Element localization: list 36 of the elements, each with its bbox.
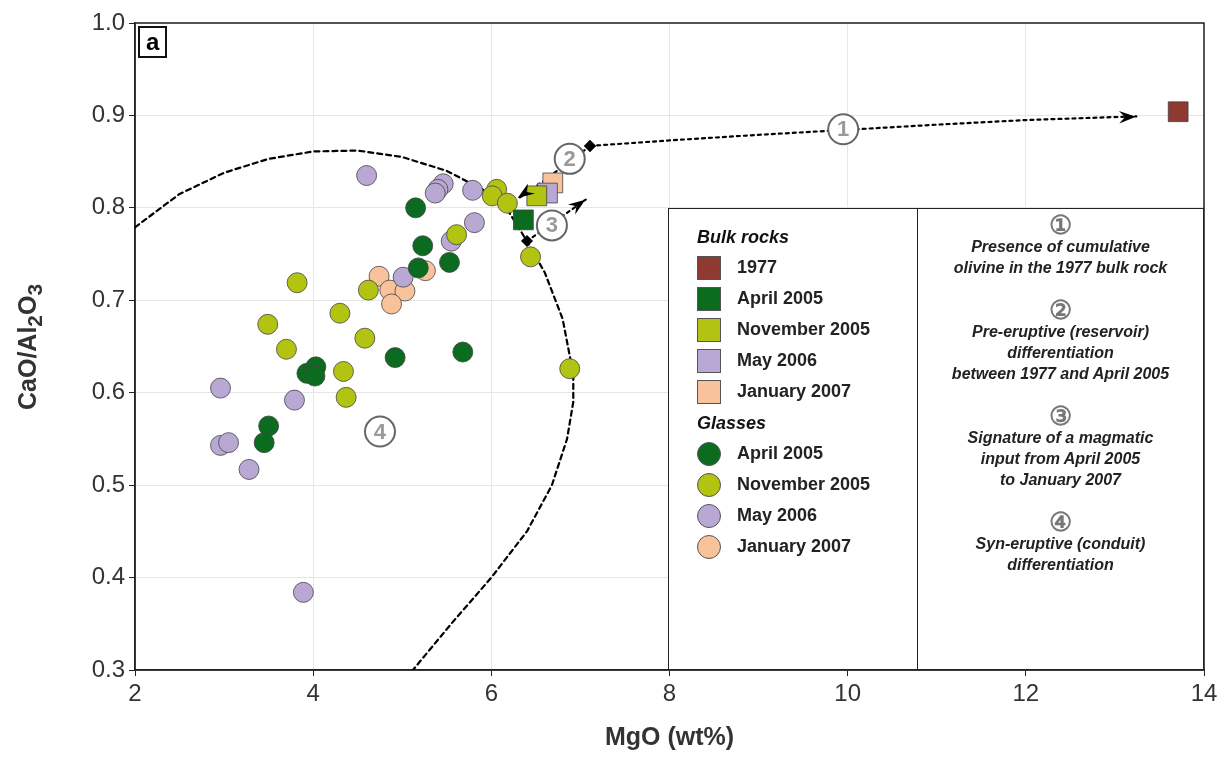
annotation: 2 bbox=[563, 145, 576, 171]
annotation: Glasses bbox=[697, 413, 768, 434]
y-tick-label: 0.8 bbox=[91, 192, 125, 220]
annotation: ④ Syn-eruptive (conduit) differentiation bbox=[974, 507, 1147, 575]
x-tick-label: 12 bbox=[1012, 679, 1040, 707]
legend-label: January 2007 bbox=[737, 536, 852, 557]
x-tick-label: 6 bbox=[484, 679, 499, 707]
annotation: Bulk rocks bbox=[697, 227, 791, 248]
x-tick-label: 2 bbox=[128, 679, 142, 707]
y-tick-label: 1.0 bbox=[91, 7, 125, 35]
y-tick-label: 0.3 bbox=[91, 654, 125, 682]
x-tick-label: 10 bbox=[834, 679, 862, 707]
legend-label: November 2005 bbox=[737, 474, 871, 495]
legend-label: January 2007 bbox=[737, 381, 852, 402]
legend-label: 1977 bbox=[737, 257, 778, 278]
y-tick-label: 0.7 bbox=[91, 284, 125, 312]
annotation: a bbox=[138, 26, 168, 58]
annotation: ③ Signature of a magmatic input from April 2005 to January 2007 bbox=[966, 401, 1155, 490]
legend-label: April 2005 bbox=[737, 288, 824, 309]
y-tick-label: 0.9 bbox=[91, 100, 125, 128]
y-tick-label: 0.5 bbox=[91, 469, 125, 497]
x-axis-title: MgO (wt%) bbox=[603, 722, 736, 751]
legend-label: May 2006 bbox=[737, 350, 818, 371]
legend-label: May 2006 bbox=[737, 505, 818, 526]
x-tick-label: 8 bbox=[662, 679, 677, 707]
x-tick-label: 4 bbox=[306, 679, 320, 707]
y-tick-label: 0.4 bbox=[91, 562, 125, 590]
annotation: 3 bbox=[545, 212, 559, 238]
annotation: 1 bbox=[837, 116, 850, 142]
y-tick-label: 0.6 bbox=[91, 377, 125, 405]
legend-label: November 2005 bbox=[737, 319, 871, 340]
annotation: ② Pre-eruptive (reservoir) differentiation between 1977 and April 2005 bbox=[950, 295, 1171, 384]
annotation: ① Presence of cumulative olivine in the 1977 bulk rock bbox=[952, 210, 1169, 278]
x-tick-label: 14 bbox=[1190, 679, 1218, 707]
annotation: 4 bbox=[373, 418, 387, 444]
legend-label: April 2005 bbox=[737, 443, 824, 464]
